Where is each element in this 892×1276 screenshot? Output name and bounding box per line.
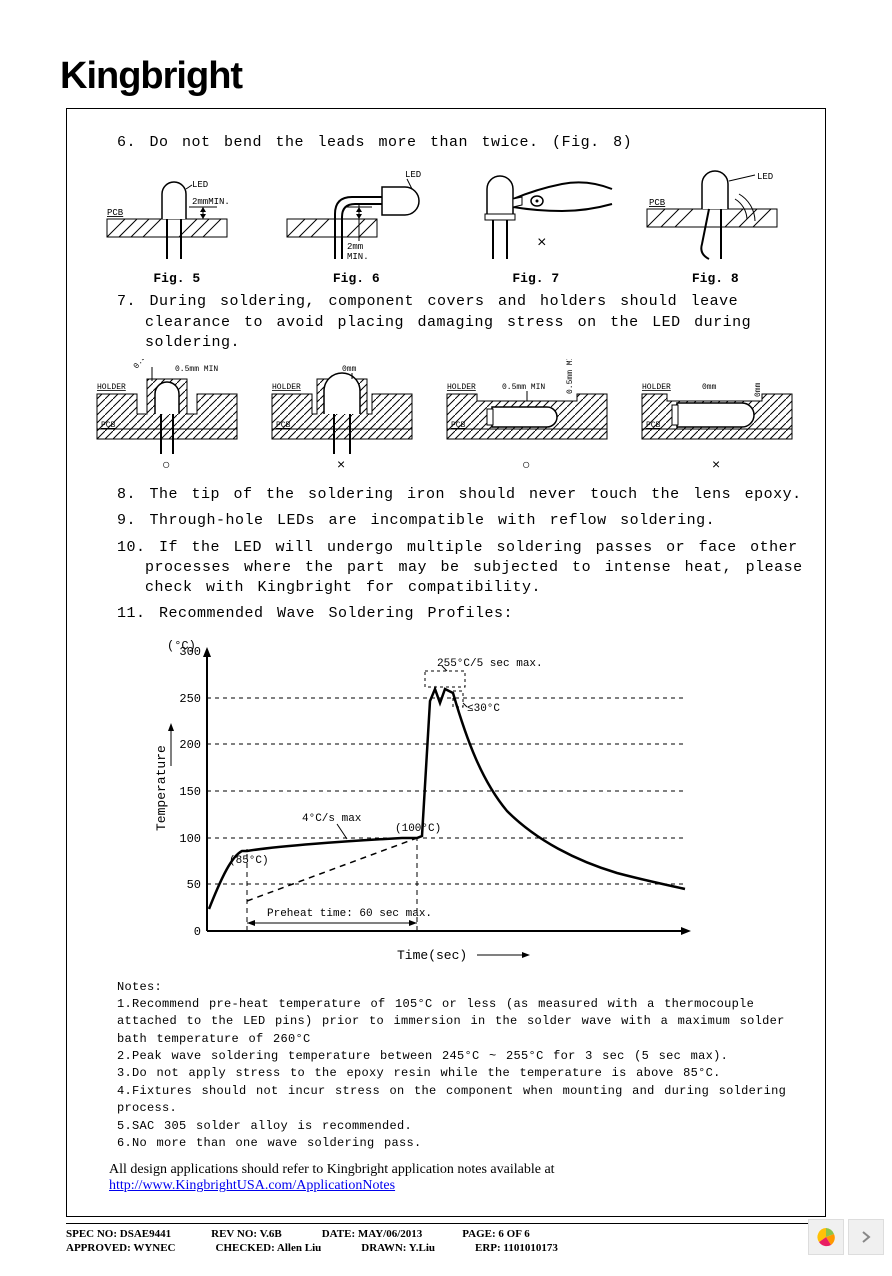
notes-block: Notes: 1.Recommend pre-heat temperature … — [117, 979, 805, 1153]
note-5: 5.SAC 305 solder alloy is recommended. — [117, 1118, 805, 1135]
svg-text:HOLDER: HOLDER — [97, 383, 126, 392]
svg-text:○: ○ — [162, 456, 170, 472]
footer-erp: ERP: 1101010173 — [475, 1242, 558, 1254]
instruction-7: 7. During soldering, component covers an… — [117, 292, 805, 353]
svg-text:2mmMIN.: 2mmMIN. — [192, 197, 230, 207]
footer-spec-no: SPEC NO: DSAE9441 — [66, 1228, 171, 1240]
svg-text:PCB: PCB — [101, 421, 116, 430]
note-2: 2.Peak wave soldering temperature betwee… — [117, 1048, 805, 1065]
svg-text:0.5mm MIN: 0.5mm MIN — [132, 359, 164, 371]
svg-text:HOLDER: HOLDER — [447, 383, 476, 392]
nav-widget — [808, 1219, 884, 1255]
note-3: 3.Do not apply stress to the epoxy resin… — [117, 1065, 805, 1082]
svg-text:○: ○ — [522, 456, 530, 472]
instruction-9: 9. Through-hole LEDs are incompatible wi… — [117, 511, 805, 531]
svg-text:4°C/s max: 4°C/s max — [302, 813, 362, 825]
svg-text:0.5mm MIN: 0.5mm MIN — [502, 383, 545, 392]
fig8-caption: Fig. 8 — [626, 271, 806, 286]
instruction-10: 10. If the LED will undergo multiple sol… — [117, 538, 805, 599]
svg-text:0mm: 0mm — [342, 365, 357, 374]
svg-text:PCB: PCB — [107, 208, 124, 218]
design-note-text: All design applications should refer to … — [109, 1162, 555, 1177]
chart-svg: 0 50 100 150 200 250 300 (°C) Temperatur… — [147, 631, 707, 971]
footer-date: DATE: MAY/06/2013 — [322, 1228, 423, 1240]
content-frame: 6. Do not bend the leads more than twice… — [66, 108, 826, 1217]
svg-text:250: 250 — [179, 692, 201, 706]
svg-text:(°C): (°C) — [167, 639, 196, 653]
svg-text:50: 50 — [187, 878, 201, 892]
figure-row-2: HOLDER PCB 0.5mm MIN 0.5mm MIN ○ HOLDER … — [87, 359, 805, 479]
footer-checked: CHECKED: Allen Liu — [216, 1242, 322, 1254]
svg-text:255°C/5 sec max.: 255°C/5 sec max. — [437, 658, 543, 670]
svg-text:0.5mm MIN: 0.5mm MIN — [566, 359, 575, 394]
svg-text:Temperature: Temperature — [154, 745, 169, 831]
svg-text:LED: LED — [405, 170, 421, 180]
notes-header: Notes: — [117, 979, 805, 996]
instruction-11: 11. Recommended Wave Soldering Profiles: — [117, 604, 805, 624]
svg-text:LED: LED — [192, 180, 208, 190]
design-note: All design applications should refer to … — [109, 1162, 805, 1194]
svg-text:0mm: 0mm — [754, 382, 763, 397]
svg-text:PCB: PCB — [646, 421, 661, 430]
svg-text:≤30°C: ≤30°C — [467, 703, 500, 715]
footer-rev-no: REV NO: V.6B — [211, 1228, 282, 1240]
svg-text:Time(sec): Time(sec) — [397, 948, 467, 963]
svg-text:HOLDER: HOLDER — [272, 383, 301, 392]
svg-text:0.5mm MIN: 0.5mm MIN — [175, 365, 218, 374]
footer-drawn: DRAWN: Y.Liu — [361, 1242, 435, 1254]
fig7-caption: Fig. 7 — [446, 271, 626, 286]
svg-text:100: 100 — [179, 832, 201, 846]
figs-5-8-svg: LED 2mmMIN. PCB — [87, 159, 807, 269]
footer-page: PAGE: 6 OF 6 — [462, 1228, 530, 1240]
datasheet-page: Kingbright 6. Do not bend the leads more… — [0, 0, 892, 1276]
svg-text:×: × — [337, 456, 345, 472]
svg-text:(85°C): (85°C) — [229, 855, 269, 867]
svg-text:PCB: PCB — [649, 198, 666, 208]
svg-text:×: × — [712, 456, 720, 472]
note-6: 6.No more than one wave soldering pass. — [117, 1135, 805, 1152]
svg-text:2mm: 2mm — [347, 242, 363, 252]
note-4: 4.Fixtures should not incur stress on th… — [117, 1083, 805, 1118]
svg-text:PCB: PCB — [276, 421, 291, 430]
nav-next-icon[interactable] — [848, 1219, 884, 1255]
svg-text:150: 150 — [179, 785, 201, 799]
svg-text:(100°C): (100°C) — [395, 823, 441, 835]
svg-text:MIN.: MIN. — [347, 252, 369, 262]
wave-solder-chart: 0 50 100 150 200 250 300 (°C) Temperatur… — [147, 631, 805, 971]
fig5-caption: Fig. 5 — [87, 271, 267, 286]
figure-row-1: LED 2mmMIN. PCB — [87, 159, 805, 269]
svg-text:Preheat time: 60 sec max.: Preheat time: 60 sec max. — [267, 908, 432, 920]
brand-logo: Kingbright — [60, 55, 832, 98]
note-1: 1.Recommend pre-heat temperature of 105°… — [117, 996, 805, 1048]
holder-figs-svg: HOLDER PCB 0.5mm MIN 0.5mm MIN ○ HOLDER … — [87, 359, 807, 479]
svg-text:200: 200 — [179, 738, 201, 752]
svg-text:0: 0 — [194, 925, 201, 939]
svg-text:0mm: 0mm — [702, 383, 717, 392]
instruction-6: 6. Do not bend the leads more than twice… — [117, 133, 805, 153]
page-footer: SPEC NO: DSAE9441 REV NO: V.6B DATE: MAY… — [66, 1223, 826, 1254]
svg-text:×: × — [537, 234, 547, 252]
svg-text:LED: LED — [757, 172, 773, 182]
svg-text:PCB: PCB — [451, 421, 466, 430]
fig-captions-row1: Fig. 5 Fig. 6 Fig. 7 Fig. 8 — [87, 271, 805, 286]
application-notes-link[interactable]: http://www.KingbrightUSA.com/Application… — [109, 1178, 395, 1193]
svg-text:HOLDER: HOLDER — [642, 383, 671, 392]
footer-approved: APPROVED: WYNEC — [66, 1242, 176, 1254]
fig6-caption: Fig. 6 — [267, 271, 447, 286]
instruction-8: 8. The tip of the soldering iron should … — [117, 485, 805, 505]
nav-logo-icon[interactable] — [808, 1219, 844, 1255]
